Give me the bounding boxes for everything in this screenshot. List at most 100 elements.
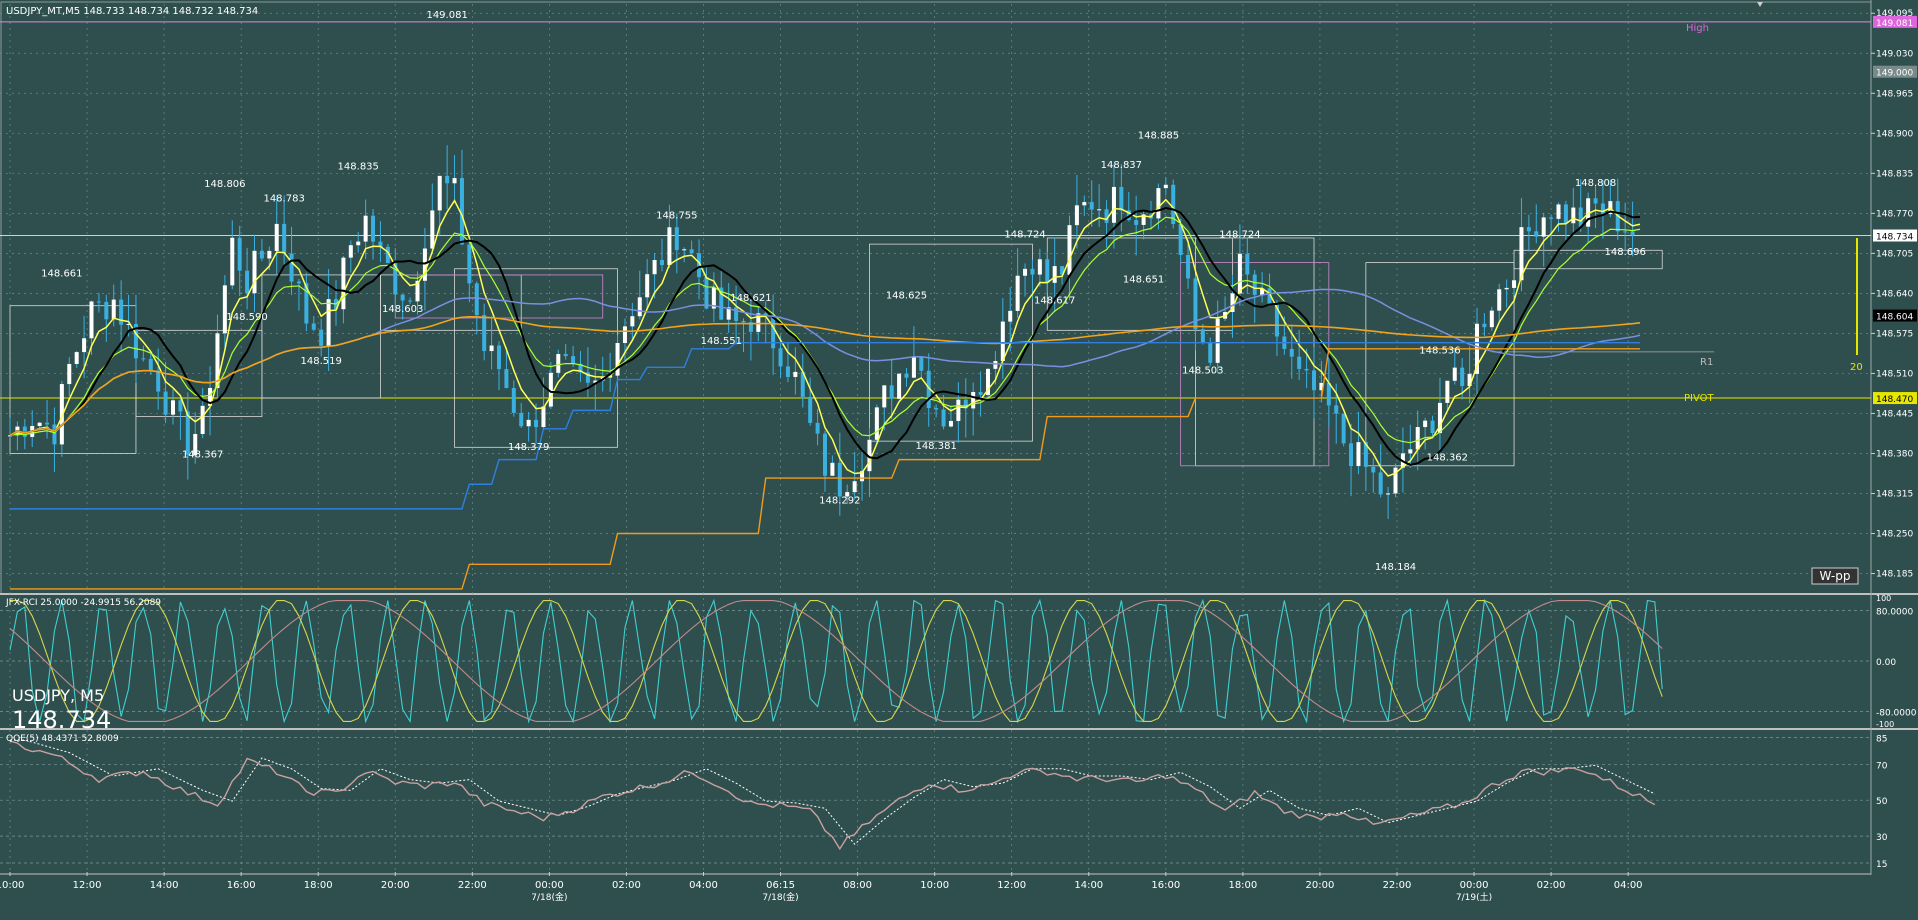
candle-body [215, 333, 220, 388]
candle-body [1415, 427, 1420, 450]
candle-body [808, 396, 813, 423]
candle-body [156, 370, 161, 392]
candle-body [756, 313, 761, 332]
candle-body [1393, 467, 1398, 494]
chart-shift-marker[interactable] [1757, 2, 1763, 7]
candle-body [415, 280, 420, 302]
candle-body [993, 360, 998, 369]
candle-body [1467, 373, 1472, 387]
candle-body [978, 391, 983, 395]
qqe-level-label: 50 [1876, 797, 1888, 807]
candle-body [1297, 356, 1302, 369]
candle-body [430, 210, 435, 249]
price-annotation: 148.808 [1575, 178, 1616, 189]
price-annotation: 148.617 [1034, 296, 1075, 307]
qqe-level-label: 85 [1876, 734, 1887, 744]
candle-body [1163, 184, 1168, 189]
price-tick-label: 148.705 [1876, 249, 1913, 259]
time-tick-label: 10:00 [0, 880, 24, 891]
qqe-level-label: 30 [1876, 833, 1888, 843]
candle-body [378, 241, 383, 247]
candle-body [1526, 227, 1531, 232]
r1-level-label: R1 [1700, 357, 1713, 368]
candle-body [1104, 209, 1109, 223]
price-annotation: 148.625 [886, 291, 927, 302]
candle-body [385, 246, 390, 264]
time-tick-label: 00:00 [1460, 880, 1489, 891]
candle-body [1074, 205, 1079, 226]
price-annotation: 148.381 [915, 441, 956, 452]
candle-body [986, 368, 990, 395]
candle-body [467, 244, 472, 284]
candle-body [1437, 402, 1442, 434]
candle-body [178, 400, 183, 412]
price-annotation: 148.536 [1419, 345, 1460, 356]
candle-body [1386, 493, 1391, 495]
price-tick-label: 148.510 [1876, 369, 1913, 379]
time-tick-label: 08:00 [843, 880, 872, 891]
candle-body [563, 354, 568, 357]
candle-body [585, 372, 590, 383]
candle-body [452, 178, 457, 184]
price-tag-box [1873, 65, 1917, 78]
candle-body [422, 248, 427, 281]
bid-price-large: 148.734 [12, 706, 111, 734]
candle-body [1408, 449, 1413, 454]
candle-body [445, 175, 450, 184]
candle-body [96, 301, 101, 303]
candle-body [408, 300, 413, 302]
price-tick-label: 148.640 [1876, 289, 1913, 299]
candle-body [1141, 214, 1146, 225]
time-tick-label: 12:00 [73, 880, 102, 891]
candle-body [489, 345, 494, 352]
candle-body [1482, 323, 1487, 328]
price-annotation: 148.551 [701, 336, 742, 347]
candle-body [1208, 342, 1213, 363]
rci-series-line [9, 598, 1663, 724]
candle-body [1593, 198, 1598, 204]
price-tags: 149.081 149.000 148.734 148.604 148.470 [1873, 15, 1917, 405]
candle-body [437, 175, 442, 211]
candle-body [889, 385, 894, 399]
candle-body [133, 323, 138, 359]
candle-body [1274, 303, 1279, 337]
candle-body [37, 422, 42, 426]
date-label: 7/18(金) [531, 891, 567, 903]
candle-body [593, 380, 598, 383]
symbol-label: USDJPY, M5 [12, 686, 104, 705]
candle-body [874, 407, 879, 440]
candle-body [1252, 274, 1257, 295]
candle-body [259, 250, 264, 259]
time-tick-label: 02:00 [1537, 880, 1566, 891]
date-label: 7/19(土) [1456, 891, 1492, 903]
candle-body [497, 345, 501, 370]
candle-body [400, 294, 405, 301]
candle-body [1067, 225, 1072, 275]
price-annotation: 148.783 [263, 193, 304, 204]
candle-body [830, 462, 835, 476]
price-tag-label: 148.734 [1876, 233, 1913, 243]
candle-body [74, 352, 79, 364]
time-tick-label: 02:00 [612, 880, 641, 891]
candle-body [734, 307, 739, 321]
qqe-main-line [9, 740, 1656, 851]
candle-body [1134, 220, 1139, 225]
date-label: 7/18(金) [762, 891, 798, 903]
time-tick-label: 14:00 [150, 880, 179, 891]
candle-body [630, 316, 635, 327]
candle-body [1111, 186, 1116, 223]
price-annotation: 148.590 [226, 312, 267, 323]
candle-body [1312, 370, 1316, 391]
candle-body [726, 307, 731, 320]
price-annotation: 148.651 [1123, 275, 1164, 286]
candle-body [1023, 268, 1028, 276]
candle-body [919, 356, 924, 371]
candle-body [1504, 287, 1509, 290]
price-tag-box [1873, 309, 1917, 322]
candle-body [304, 283, 309, 324]
ma-black-line [9, 206, 1641, 466]
w-pp-button[interactable]: W-pp [1811, 567, 1859, 585]
time-tick-label: 20:00 [1306, 880, 1335, 891]
price-tag-box [1873, 392, 1917, 405]
